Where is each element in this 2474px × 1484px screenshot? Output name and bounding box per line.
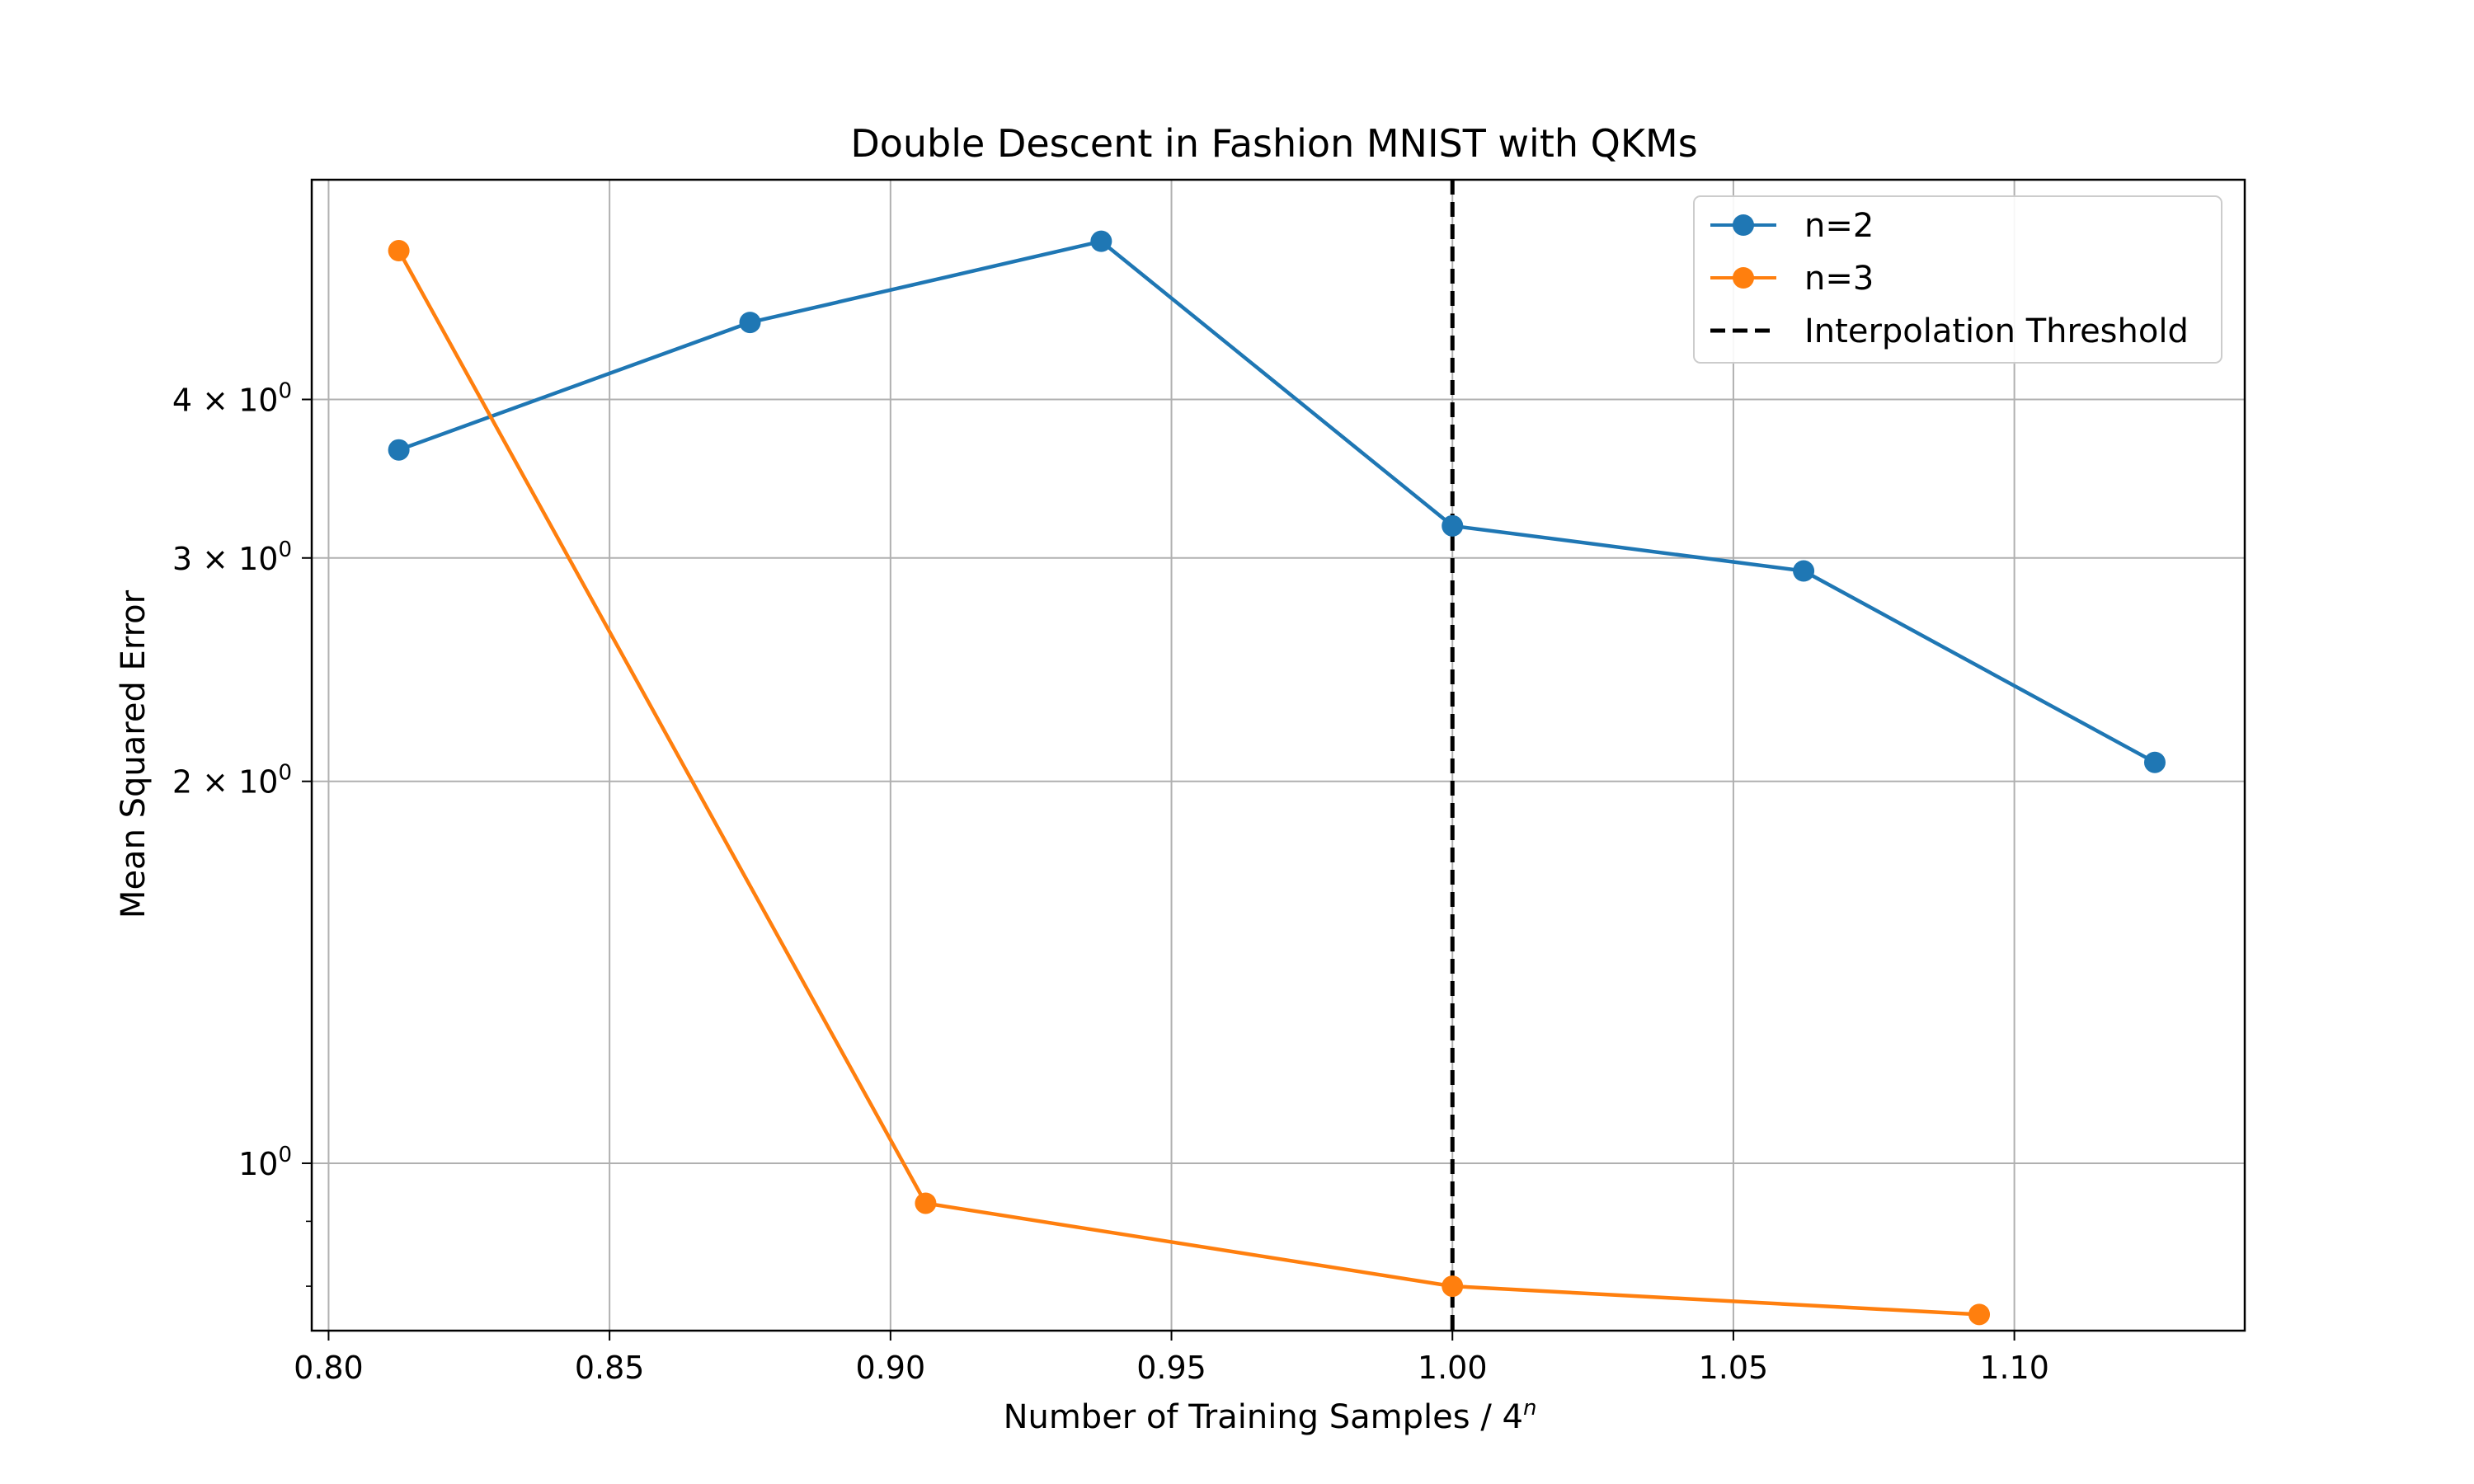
x-tick-label: 0.90: [856, 1350, 926, 1386]
series-n2-point: [1442, 514, 1464, 537]
series-n3-line: [397, 249, 1980, 1317]
y-tick-label: 100: [238, 1143, 292, 1182]
x-tick-label: 0.80: [294, 1350, 364, 1386]
series-n2-line: [397, 239, 2157, 764]
y-tick-label: 2 × 100: [172, 761, 292, 801]
series-n3-point: [915, 1192, 937, 1214]
x-tick-label: 1.05: [1699, 1350, 1769, 1386]
series-n3-point: [1968, 1303, 1991, 1326]
series-n2: [388, 230, 2166, 773]
chart-title: Double Descent in Fashion MNIST with QKM…: [850, 121, 1697, 166]
x-tick-label: 0.85: [575, 1350, 645, 1386]
series-n3-point: [1442, 1275, 1464, 1298]
x-axis-label-superscript: n: [1523, 1396, 1536, 1421]
x-axis-label: Number of Training Samples / 4n: [1004, 1396, 1537, 1436]
y-axis-ticks: 100 2 × 100 3 × 100 4 × 100: [172, 379, 312, 1287]
legend-swatch-n3-marker: [1733, 267, 1754, 289]
x-tick-label: 0.95: [1136, 1350, 1206, 1386]
series-n3: [388, 240, 1991, 1326]
x-tick-label: 1.10: [1979, 1350, 2049, 1386]
y-tick-label: 4 × 100: [172, 379, 292, 419]
legend-label-n3: n=3: [1804, 260, 1874, 298]
y-axis-label: Mean Squared Error: [115, 589, 153, 918]
legend: n=2 n=3 Interpolation Threshold: [1693, 195, 2222, 364]
x-tick-label: 1.00: [1418, 1350, 1488, 1386]
legend-label-threshold: Interpolation Threshold: [1804, 312, 2189, 350]
legend-box: [1693, 195, 2222, 364]
series-n2-point: [388, 439, 410, 461]
legend-swatch-n2-marker: [1733, 214, 1754, 236]
x-axis-label-text: Number of Training Samples / 4: [1004, 1398, 1523, 1436]
x-axis-ticks: 0.80 0.85 0.90 0.95 1.00 1.05 1.10: [294, 1331, 2049, 1386]
plot-frame: [310, 178, 2246, 1332]
series-n2-point: [1793, 560, 1815, 582]
series-n3-point: [388, 240, 410, 262]
series-n2-point: [739, 312, 761, 334]
series-n2-point: [2143, 751, 2166, 773]
y-tick-label: 3 × 100: [172, 538, 292, 577]
legend-label-n2: n=2: [1804, 207, 1874, 245]
series-n2-point: [1090, 230, 1112, 252]
series-layer: [388, 230, 2166, 1326]
